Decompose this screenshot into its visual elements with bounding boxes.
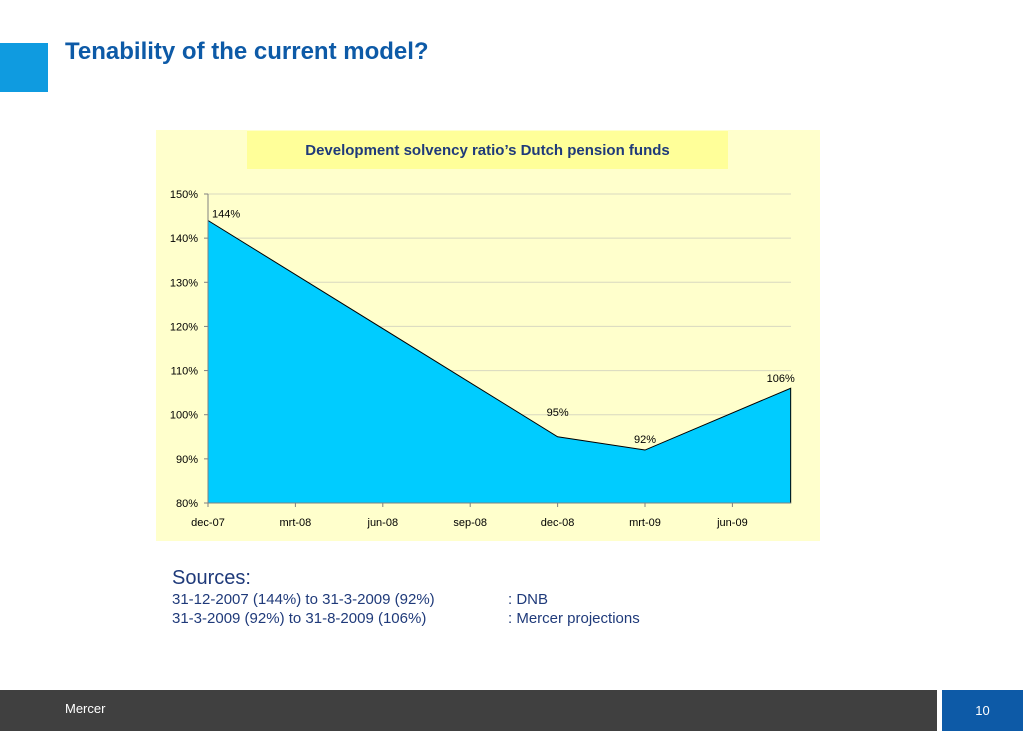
x-tick-label: jun-08: [367, 517, 399, 529]
x-tick-label: dec-08: [541, 517, 575, 529]
page-number: 10: [942, 690, 1023, 731]
source-range: 31-3-2009 (92%) to 31-8-2009 (106%): [172, 610, 427, 627]
x-tick-label: mrt-08: [280, 517, 312, 529]
footer-brand: Mercer: [65, 701, 106, 716]
y-tick-label: 80%: [176, 498, 198, 510]
source-origin: : Mercer projections: [508, 610, 640, 627]
data-label: 106%: [767, 373, 795, 385]
y-tick-label: 90%: [176, 454, 198, 466]
x-tick-label: sep-08: [453, 517, 487, 529]
footer-bar: [0, 690, 937, 731]
source-range: 31-12-2007 (144%) to 31-3-2009 (92%): [172, 591, 435, 608]
title-accent-block: [0, 43, 48, 92]
y-tick-label: 110%: [171, 366, 199, 378]
sources-block: Sources: 31-12-2007 (144%) to 31-3-2009 …: [172, 566, 732, 628]
x-tick-label: mrt-09: [629, 517, 661, 529]
y-tick-label: 120%: [170, 321, 198, 333]
y-tick-label: 140%: [170, 233, 198, 245]
data-label: 95%: [547, 407, 569, 419]
y-tick-label: 130%: [170, 277, 198, 289]
slide-title: Tenability of the current model?: [65, 38, 429, 65]
data-label: 144%: [212, 208, 240, 220]
source-row: 31-3-2009 (92%) to 31-8-2009 (106%) : Me…: [172, 609, 732, 628]
source-row: 31-12-2007 (144%) to 31-3-2009 (92%) : D…: [172, 590, 732, 609]
x-tick-label: dec-07: [191, 517, 225, 529]
solvency-area: [207, 219, 792, 504]
sources-heading: Sources:: [172, 567, 251, 589]
y-tick-label: 100%: [170, 410, 198, 422]
chart-title: Development solvency ratio’s Dutch pensi…: [247, 131, 728, 169]
source-origin: : DNB: [508, 591, 549, 608]
x-tick-label: jun-09: [716, 517, 748, 529]
y-tick-label: 150%: [170, 189, 198, 201]
data-label: 92%: [634, 434, 656, 446]
